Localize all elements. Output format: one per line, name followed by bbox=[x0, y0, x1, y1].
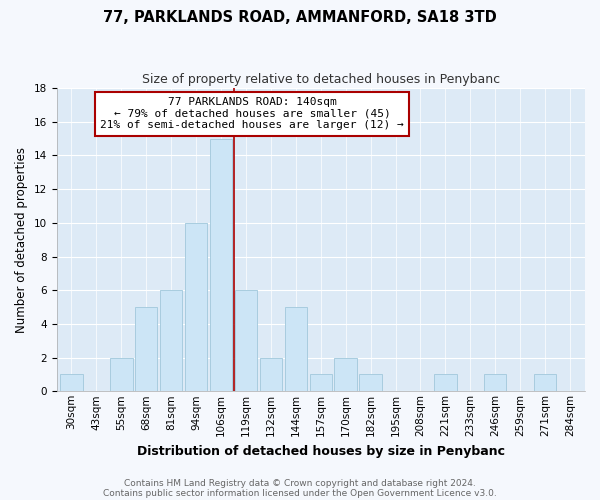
Bar bbox=[334, 358, 357, 392]
Bar bbox=[110, 358, 133, 392]
Bar bbox=[235, 290, 257, 392]
Bar bbox=[210, 138, 232, 392]
Bar bbox=[260, 358, 282, 392]
Bar bbox=[310, 374, 332, 392]
Bar bbox=[534, 374, 556, 392]
Text: 77 PARKLANDS ROAD: 140sqm
← 79% of detached houses are smaller (45)
21% of semi-: 77 PARKLANDS ROAD: 140sqm ← 79% of detac… bbox=[100, 97, 404, 130]
X-axis label: Distribution of detached houses by size in Penybanc: Distribution of detached houses by size … bbox=[137, 444, 505, 458]
Bar bbox=[434, 374, 457, 392]
Bar bbox=[284, 307, 307, 392]
Bar bbox=[135, 307, 157, 392]
Title: Size of property relative to detached houses in Penybanc: Size of property relative to detached ho… bbox=[142, 72, 500, 86]
Bar bbox=[160, 290, 182, 392]
Bar bbox=[359, 374, 382, 392]
Y-axis label: Number of detached properties: Number of detached properties bbox=[15, 146, 28, 332]
Text: Contains HM Land Registry data © Crown copyright and database right 2024.: Contains HM Land Registry data © Crown c… bbox=[124, 478, 476, 488]
Bar bbox=[484, 374, 506, 392]
Text: Contains public sector information licensed under the Open Government Licence v3: Contains public sector information licen… bbox=[103, 488, 497, 498]
Text: 77, PARKLANDS ROAD, AMMANFORD, SA18 3TD: 77, PARKLANDS ROAD, AMMANFORD, SA18 3TD bbox=[103, 10, 497, 25]
Bar bbox=[60, 374, 83, 392]
Bar bbox=[185, 223, 208, 392]
